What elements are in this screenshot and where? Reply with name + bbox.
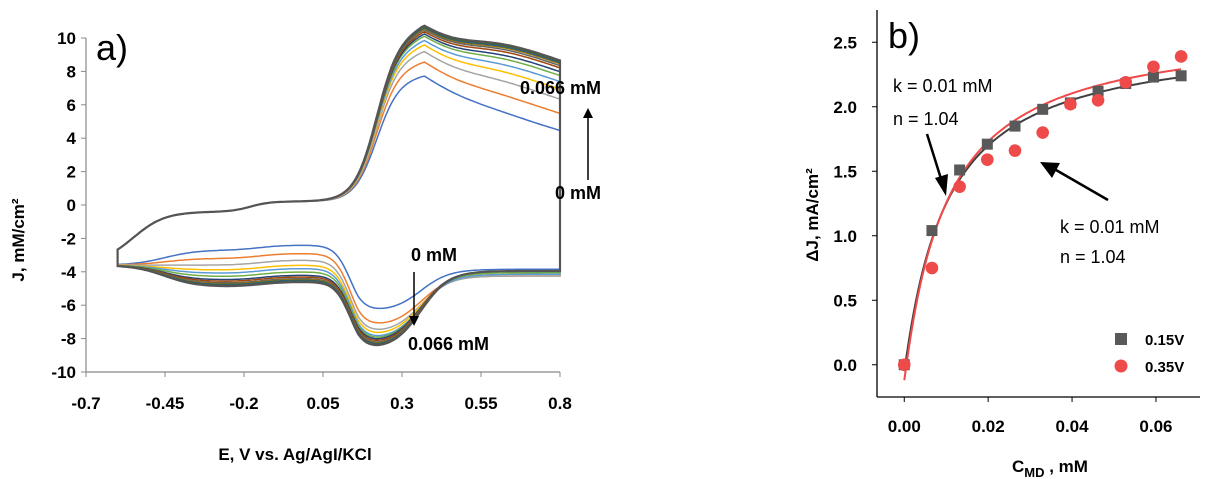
y-tick-label: -8 bbox=[61, 330, 76, 349]
y-tick-label: 0.5 bbox=[833, 291, 857, 310]
data-point-circle bbox=[925, 261, 939, 275]
x-ticks-b: 0.00 0.02 0.04 0.06 bbox=[888, 397, 1173, 436]
annotation-top-low: 0 mM bbox=[555, 183, 601, 203]
data-point-circle bbox=[1119, 75, 1133, 89]
panel-b: 0.0 0.5 1.0 1.5 2.0 2.5 0.00 0.02 0.04 0.06 b) k… bbox=[803, 10, 1200, 479]
cv-curves bbox=[116, 24, 562, 347]
panel-a: -10 -8 -6 -4 -2 0 2 4 6 8 10 -0.7 -0.45 -0.2 0.05 0.3 0… bbox=[9, 24, 601, 464]
y-axis-label: J, mM/cm² bbox=[9, 198, 28, 281]
legend-marker-square bbox=[1115, 333, 1127, 345]
x-tick-label: 0.05 bbox=[306, 394, 339, 413]
arrow-right-head bbox=[1040, 162, 1060, 178]
annotation-top-high: 0.066 mM bbox=[520, 78, 601, 98]
data-point-square bbox=[981, 138, 993, 150]
x-ticks: -0.7 -0.45 -0.2 0.05 0.3 0.55 0.8 bbox=[71, 372, 572, 413]
x-tick-label: 0.55 bbox=[464, 394, 497, 413]
arrow-left-head bbox=[935, 174, 948, 196]
x-tick-label: -0.45 bbox=[146, 394, 185, 413]
y-axis-label-b: ΔJ, mA/cm² bbox=[803, 168, 822, 262]
x-tick-label: 0.00 bbox=[888, 417, 921, 436]
annotation-right-n: n = 1.04 bbox=[1060, 247, 1126, 267]
legend-label-1: 0.15V bbox=[1145, 332, 1184, 349]
x-tick-label: -0.2 bbox=[229, 394, 258, 413]
annotation-right-k: k = 0.01 mM bbox=[1060, 217, 1160, 237]
data-points bbox=[897, 50, 1188, 372]
y-tick-label: 0 bbox=[67, 196, 76, 215]
legend-marker-circle bbox=[1114, 359, 1128, 373]
y-ticks-b: 0.0 0.5 1.0 1.5 2.0 2.5 bbox=[833, 33, 877, 375]
y-tick-label: 0.0 bbox=[833, 356, 857, 375]
x-tick-label: 0.8 bbox=[548, 394, 572, 413]
x-tick-label: 0.06 bbox=[1139, 417, 1172, 436]
y-tick-label: 4 bbox=[67, 129, 77, 148]
annotation-left-n: n = 1.04 bbox=[893, 109, 959, 129]
y-tick-label: 2 bbox=[67, 163, 76, 182]
legend-label-2: 0.35V bbox=[1145, 359, 1184, 376]
data-point-circle bbox=[953, 180, 966, 194]
data-point-square bbox=[1092, 85, 1104, 97]
data-point-circle bbox=[897, 358, 911, 372]
y-tick-label: -10 bbox=[51, 363, 76, 382]
data-point-square bbox=[1037, 103, 1049, 115]
y-tick-label: -2 bbox=[61, 229, 76, 248]
data-point-square bbox=[954, 164, 966, 176]
arrow-right bbox=[1055, 168, 1109, 202]
data-point-circle bbox=[1036, 126, 1049, 139]
y-tick-label: 2.5 bbox=[833, 33, 857, 52]
y-ticks: -10 -8 -6 -4 -2 0 2 4 6 8 10 bbox=[51, 29, 86, 382]
data-point-circle bbox=[1147, 60, 1160, 74]
x-tick-label: -0.7 bbox=[71, 394, 100, 413]
data-point-circle bbox=[1091, 94, 1105, 107]
data-point-square bbox=[1147, 71, 1159, 83]
data-point-circle bbox=[1008, 144, 1022, 157]
panel-label: a) bbox=[96, 27, 128, 68]
annotation-bottom-low: 0 mM bbox=[411, 245, 457, 265]
y-tick-label: 1.5 bbox=[833, 162, 857, 181]
x-tick-label: 0.02 bbox=[972, 417, 1005, 436]
y-tick-label: 6 bbox=[67, 96, 76, 115]
y-tick-label: -6 bbox=[61, 296, 76, 315]
y-tick-label: 2.0 bbox=[833, 98, 857, 117]
arrow-up-head bbox=[583, 108, 593, 118]
data-point-square bbox=[1009, 120, 1021, 132]
x-tick-label: 0.3 bbox=[390, 394, 414, 413]
y-tick-label: 8 bbox=[67, 62, 76, 81]
x-axis-label-b: CMD , mM bbox=[1012, 457, 1088, 479]
cv-curve bbox=[116, 24, 562, 347]
cv-curve bbox=[116, 61, 561, 324]
y-tick-label: 10 bbox=[57, 29, 76, 48]
data-point-square bbox=[926, 225, 938, 237]
arrow-down-head bbox=[409, 316, 419, 326]
y-tick-label: -4 bbox=[61, 263, 77, 282]
data-point-circle bbox=[981, 153, 994, 166]
x-tick-label: 0.04 bbox=[1056, 417, 1090, 436]
data-point-circle bbox=[1174, 50, 1188, 63]
data-point-circle bbox=[1064, 97, 1077, 111]
data-point-square bbox=[1175, 70, 1187, 82]
legend: 0.15V 0.35V bbox=[1114, 332, 1184, 376]
arrow-left bbox=[925, 133, 944, 183]
panel-label-b: b) bbox=[888, 15, 920, 56]
annotation-bottom-high: 0.066 mM bbox=[408, 334, 489, 354]
annotation-left-k: k = 0.01 mM bbox=[893, 76, 993, 96]
y-tick-label: 1.0 bbox=[833, 227, 857, 246]
x-axis-label: E, V vs. Ag/AgI/KCl bbox=[218, 445, 371, 464]
